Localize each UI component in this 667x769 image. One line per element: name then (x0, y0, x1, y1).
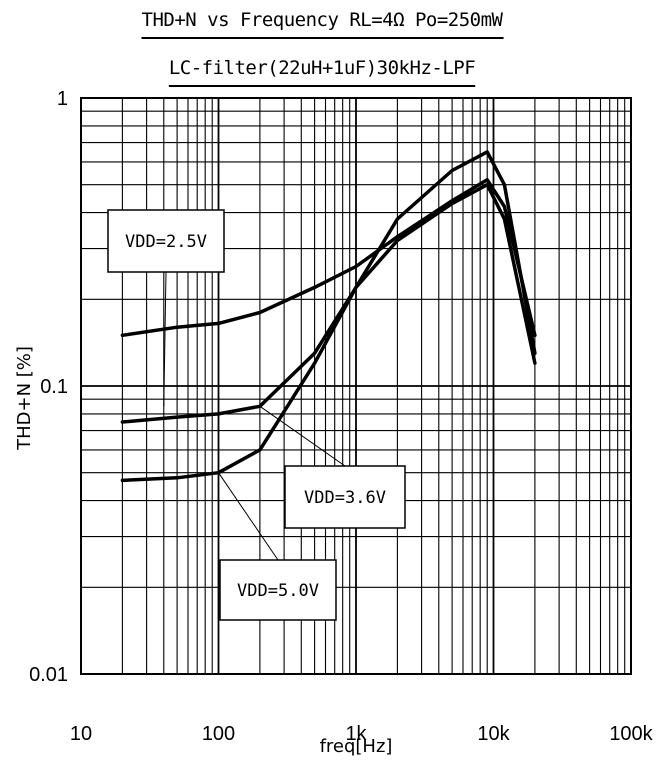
x-tick-label: 1k (345, 723, 367, 745)
y-tick-label: 0.1 (40, 376, 68, 398)
chart-subtitle: LC-filter(22uH+1uF)30kHz-LPF (169, 57, 475, 79)
y-tick-label: 1 (57, 88, 68, 110)
tick-labels: 10 100 1k 10k 100k 0.01 0.1 1 (29, 88, 654, 745)
plot-grid (80, 97, 632, 675)
y-tick-label: 0.01 (29, 664, 68, 686)
x-tick-label: 100 (202, 723, 235, 745)
x-tick-label: 100k (609, 723, 653, 745)
annotation-label: VDD=3.6V (304, 488, 386, 508)
annotation-callout: VDD=3.6V (259, 405, 406, 529)
series-line-3 (120, 150, 537, 483)
annotation-leader-line (218, 472, 279, 561)
annotation-label: VDD=5.0V (237, 581, 319, 601)
annotation-callout: VDD=5.0V (218, 472, 337, 621)
chart-title: THD+N vs Frequency RL=4Ω Po=250mW (142, 9, 504, 31)
x-tick-label: 10 (70, 723, 92, 745)
series-lines (120, 150, 537, 483)
plot-frame (80, 97, 632, 675)
annotation-box (284, 465, 406, 529)
x-tick-label: 10k (477, 723, 510, 745)
x-axis-label: freq[Hz] (320, 736, 393, 757)
annotation-leader-line (163, 271, 167, 407)
annotation-leader-line (259, 405, 346, 467)
annotation-label: VDD=2.5V (125, 232, 207, 252)
y-axis-label: THD+N [%] (14, 346, 35, 451)
series-line-1 (120, 178, 537, 338)
series-annotations: VDD=2.5V VDD=3.6V VDD=5.0V (107, 209, 406, 621)
annotation-box (107, 209, 225, 273)
annotation-box (219, 559, 337, 621)
annotation-callout: VDD=2.5V (107, 209, 225, 407)
title-group: THD+N vs Frequency RL=4Ω Po=250mW LC-fil… (141, 9, 504, 87)
